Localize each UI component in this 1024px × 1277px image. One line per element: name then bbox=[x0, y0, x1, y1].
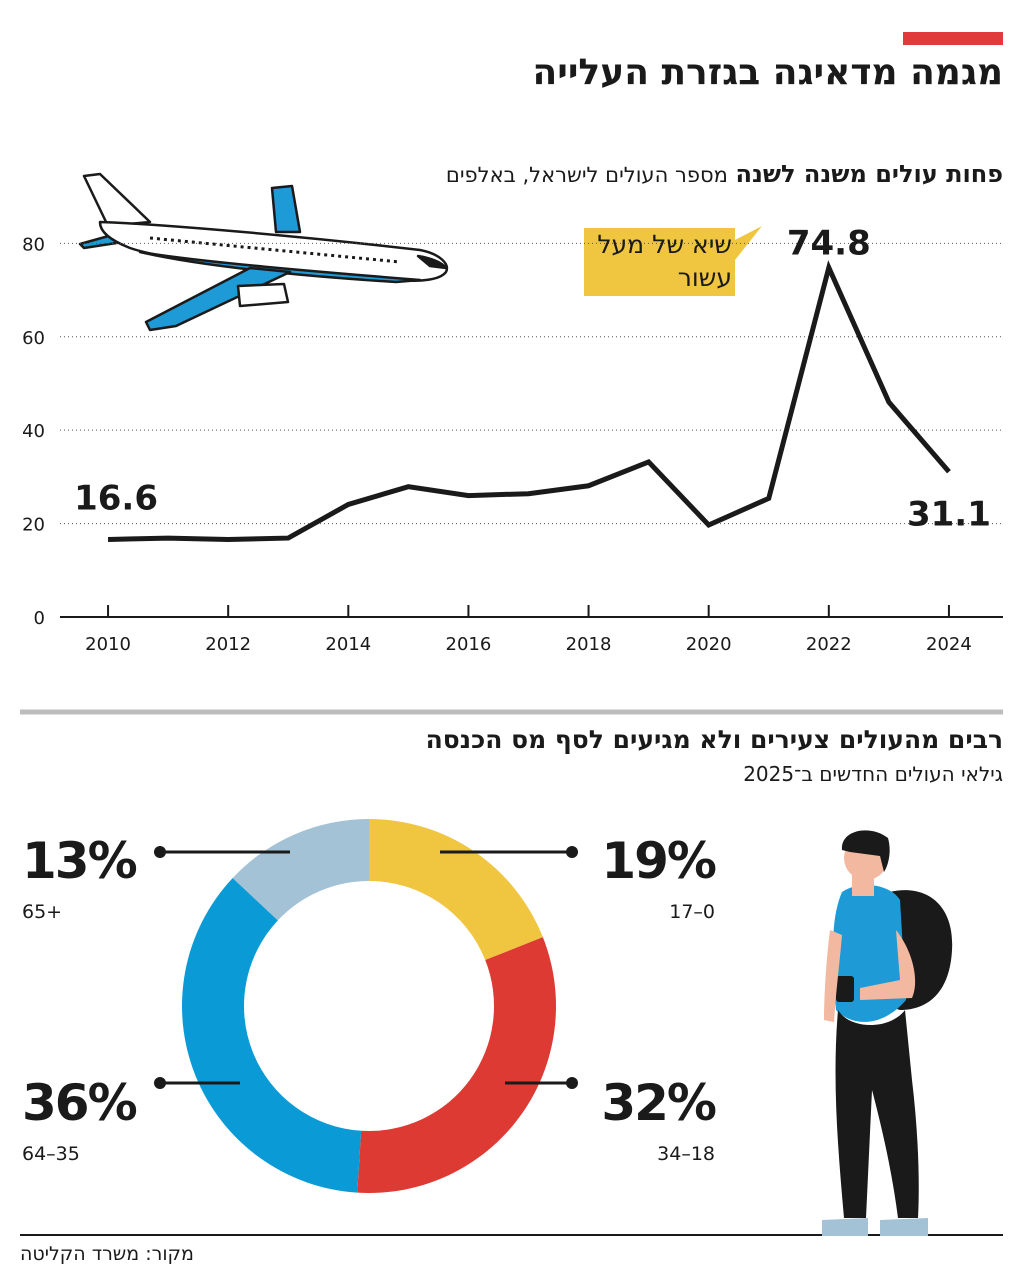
line-chart-title: פחות עולים משנה לשנה bbox=[735, 160, 1003, 188]
x-tick-label: 2018 bbox=[566, 634, 612, 655]
data-label: 16.6 bbox=[74, 478, 158, 518]
category-label: 64–35 bbox=[22, 1143, 80, 1165]
traveler-illustration bbox=[822, 830, 953, 1236]
leader-dot bbox=[154, 1077, 166, 1089]
donut-slice bbox=[369, 819, 543, 960]
value-label: 19% bbox=[601, 832, 716, 890]
donut-subtitle: גילאי העולים החדשים ב־2025 bbox=[743, 762, 1003, 786]
source: מקור: משרד הקליטה bbox=[20, 1243, 194, 1265]
category-label: 65+ bbox=[22, 901, 62, 923]
donut-title: רבים מהעולים צעירים ולא מגיעים לסף מס הכ… bbox=[425, 725, 1003, 754]
data-line bbox=[107, 260, 951, 542]
value-label: 36% bbox=[22, 1074, 137, 1132]
plane-illustration bbox=[78, 172, 449, 332]
y-tick-label: 40 bbox=[22, 421, 45, 442]
x-tick-label: 2014 bbox=[325, 634, 371, 655]
leader-dot bbox=[154, 846, 166, 858]
y-tick-label: 80 bbox=[22, 234, 45, 255]
y-tick-label: 0 bbox=[34, 608, 45, 629]
data-label: 74.8 bbox=[787, 224, 871, 264]
leader-dot bbox=[566, 846, 578, 858]
category-label: 17–0 bbox=[669, 901, 715, 923]
line-chart-subtitle: מספר העולים לישראל, באלפים bbox=[445, 163, 728, 187]
leader-dot bbox=[566, 1077, 578, 1089]
x-tick-label: 2010 bbox=[85, 634, 131, 655]
x-tick-label: 2016 bbox=[446, 634, 492, 655]
accent-bar bbox=[903, 32, 1003, 45]
line-chart-heading: פחות עולים משנה לשנה מספר העולים לישראל,… bbox=[446, 160, 1003, 188]
donut-slice bbox=[232, 819, 369, 921]
value-label: 13% bbox=[22, 832, 137, 890]
data-label: 31.1 bbox=[907, 495, 991, 535]
callout-text: שיא של מעל עשור bbox=[597, 230, 732, 292]
x-tick-label: 2012 bbox=[205, 634, 251, 655]
donut-slice bbox=[182, 877, 362, 1193]
category-label: 34–18 bbox=[657, 1143, 715, 1165]
y-tick-label: 20 bbox=[22, 515, 45, 536]
page-title: מגמה מדאיגה בגזרת העלייה bbox=[532, 52, 1004, 93]
value-label: 32% bbox=[601, 1074, 716, 1132]
donut-slice bbox=[357, 937, 557, 1193]
y-tick-label: 60 bbox=[22, 328, 45, 349]
x-tick-label: 2024 bbox=[926, 634, 972, 655]
x-tick-label: 2022 bbox=[806, 634, 852, 655]
x-tick-label: 2020 bbox=[686, 634, 732, 655]
